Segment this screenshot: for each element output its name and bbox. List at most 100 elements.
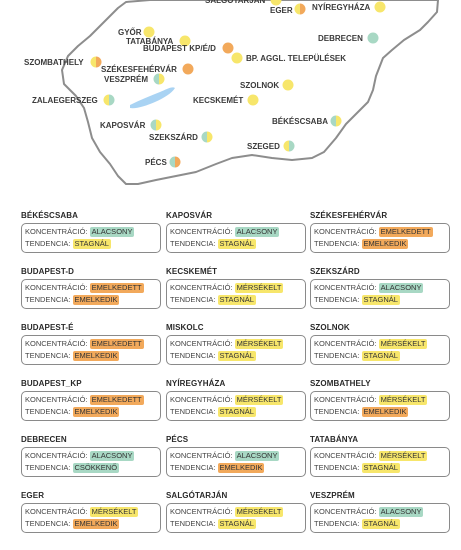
trend-row: TENDENCIA: EMELKEDIK [25, 350, 157, 362]
trend-value-badge: STAGNÁL [217, 519, 256, 529]
map-marker-left-bp-aggl-telepulesek [231, 52, 238, 64]
map-label-gyor: GYŐR [118, 28, 142, 37]
city-name: TATABÁNYA [310, 435, 359, 444]
map-label-budapest-kp-e-d: BUDAPEST KP/É/D [143, 44, 216, 53]
trend-row: TENDENCIA: EMELKEDIK [314, 406, 446, 418]
city-card-veszprem: VESZPRÉM KONCENTRÁCIÓ: ALACSONY TENDENCIA:… [310, 490, 450, 533]
map-marker-left-szeged [283, 140, 289, 152]
map-marker-right-veszprem [159, 73, 165, 85]
city-name: SZEKSZÁRD [310, 267, 360, 276]
lake-balaton [130, 87, 175, 109]
map-marker-left-veszprem [153, 73, 159, 85]
trend-row: TENDENCIA: CSÖKKENŐ [25, 462, 157, 474]
city-status-box: KONCENTRÁCIÓ: EMELKEDETT TENDENCIA: EMELK… [310, 223, 450, 253]
trend-label: TENDENCIA: [170, 463, 218, 472]
city-card-debrecen: DEBRECEN KONCENTRÁCIÓ: ALACSONY TENDENCIA:… [21, 434, 161, 477]
city-card-szombathely: SZOMBATHELY KONCENTRÁCIÓ: MÉRSÉKELT TENDEN… [310, 378, 450, 421]
map-marker-left-salgotarjan [270, 0, 276, 6]
map-label-szekszard: SZEKSZÁRD [149, 133, 198, 142]
concentration-row: KONCENTRÁCIÓ: MÉRSÉKELT [314, 338, 446, 350]
concentration-value-badge: ALACSONY [89, 227, 135, 237]
trend-label: TENDENCIA: [314, 239, 362, 248]
city-card-eger: EGER KONCENTRÁCIÓ: MÉRSÉKELT TENDENCIA: EM… [21, 490, 161, 533]
city-name: DEBRECEN [21, 435, 67, 444]
city-status-box: KONCENTRÁCIÓ: ALACSONY TENDENCIA: STAGNÁL [310, 279, 450, 309]
concentration-label: KONCENTRÁCIÓ: [170, 395, 235, 404]
city-name: BUDAPEST-É [21, 323, 74, 332]
concentration-row: KONCENTRÁCIÓ: MÉRSÉKELT [314, 450, 446, 462]
trend-value-badge: EMELKEDIK [72, 519, 120, 529]
trend-label: TENDENCIA: [170, 351, 218, 360]
trend-row: TENDENCIA: STAGNÁL [170, 294, 302, 306]
concentration-row: KONCENTRÁCIÓ: ALACSONY [170, 450, 302, 462]
city-status-box: KONCENTRÁCIÓ: ALACSONY TENDENCIA: STAGNÁL [21, 223, 161, 253]
concentration-label: KONCENTRÁCIÓ: [25, 283, 90, 292]
city-name: MISKOLC [166, 323, 204, 332]
concentration-row: KONCENTRÁCIÓ: MÉRSÉKELT [170, 338, 302, 350]
map-label-salgotarjan: SALGÓTARJÁN [205, 0, 266, 5]
trend-label: TENDENCIA: [25, 351, 73, 360]
city-status-box: KONCENTRÁCIÓ: ALACSONY TENDENCIA: STAGNÁL [166, 223, 306, 253]
concentration-label: KONCENTRÁCIÓ: [25, 339, 90, 348]
concentration-label: KONCENTRÁCIÓ: [25, 395, 90, 404]
map-marker-right-eger [300, 3, 306, 15]
concentration-label: KONCENTRÁCIÓ: [25, 507, 90, 516]
concentration-value-badge: ALACSONY [234, 227, 280, 237]
trend-value-badge: EMELKEDIK [72, 351, 120, 361]
concentration-row: KONCENTRÁCIÓ: MÉRSÉKELT [314, 394, 446, 406]
trend-label: TENDENCIA: [25, 463, 73, 472]
concentration-label: KONCENTRÁCIÓ: [170, 283, 235, 292]
map-label-bekescsaba: BÉKÉSCSABA [272, 117, 328, 126]
concentration-value-badge: MÉRSÉKELT [89, 507, 139, 517]
city-card-szekesfehervar: SZÉKESFEHÉRVÁR KONCENTRÁCIÓ: EMELKEDETT TE… [310, 210, 450, 253]
concentration-value-badge: MÉRSÉKELT [378, 339, 428, 349]
concentration-row: KONCENTRÁCIÓ: ALACSONY [314, 506, 446, 518]
trend-row: TENDENCIA: STAGNÁL [170, 518, 302, 530]
concentration-label: KONCENTRÁCIÓ: [170, 339, 235, 348]
trend-row: TENDENCIA: STAGNÁL [314, 462, 446, 474]
concentration-value-badge: ALACSONY [378, 507, 424, 517]
city-status-box: KONCENTRÁCIÓ: MÉRSÉKELT TENDENCIA: EMELKE… [310, 391, 450, 421]
city-status-box: KONCENTRÁCIÓ: MÉRSÉKELT TENDENCIA: STAGNÁ… [166, 279, 306, 309]
trend-label: TENDENCIA: [314, 351, 362, 360]
trend-row: TENDENCIA: STAGNÁL [170, 406, 302, 418]
concentration-value-badge: ALACSONY [234, 451, 280, 461]
map-label-bp-aggl-telepulesek: BP. AGGL. TELEPÜLÉSEK [246, 54, 346, 63]
city-name: PÉCS [166, 435, 189, 444]
concentration-label: KONCENTRÁCIÓ: [170, 227, 235, 236]
map-marker-right-bp-aggl-telepulesek [237, 52, 243, 64]
concentration-value-badge: EMELKEDETT [89, 283, 144, 293]
concentration-row: KONCENTRÁCIÓ: EMELKEDETT [25, 282, 157, 294]
map-marker-left-bekescsaba [330, 115, 336, 127]
city-card-szolnok: SZOLNOK KONCENTRÁCIÓ: MÉRSÉKELT TENDENCIA:… [310, 322, 450, 365]
trend-row: TENDENCIA: STAGNÁL [170, 350, 302, 362]
trend-value-badge: STAGNÁL [217, 407, 256, 417]
concentration-row: KONCENTRÁCIÓ: EMELKEDETT [314, 226, 446, 238]
map-marker-left-szombathely [90, 56, 96, 68]
concentration-value-badge: EMELKEDETT [378, 227, 433, 237]
map-marker-left-eger [294, 3, 300, 15]
trend-label: TENDENCIA: [314, 519, 362, 528]
concentration-label: KONCENTRÁCIÓ: [170, 451, 235, 460]
concentration-row: KONCENTRÁCIÓ: MÉRSÉKELT [170, 506, 302, 518]
trend-value-badge: STAGNÁL [217, 351, 256, 361]
map-marker-right-szekszard [207, 131, 213, 143]
trend-label: TENDENCIA: [314, 407, 362, 416]
city-name: EGER [21, 491, 45, 500]
city-status-box: KONCENTRÁCIÓ: EMELKEDETT TENDENCIA: EMELK… [21, 335, 161, 365]
city-name: BÉKÉSCSABA [21, 211, 79, 220]
trend-row: TENDENCIA: STAGNÁL [25, 238, 157, 250]
concentration-label: KONCENTRÁCIÓ: [314, 227, 379, 236]
map-marker-right-kaposvar [156, 119, 162, 131]
trend-value-badge: STAGNÁL [361, 295, 400, 305]
concentration-row: KONCENTRÁCIÓ: ALACSONY [170, 226, 302, 238]
trend-row: TENDENCIA: STAGNÁL [314, 518, 446, 530]
map-label-debrecen: DEBRECEN [318, 34, 363, 43]
trend-label: TENDENCIA: [25, 519, 73, 528]
city-status-box: KONCENTRÁCIÓ: MÉRSÉKELT TENDENCIA: STAGNÁ… [310, 335, 450, 365]
city-name: KECSKEMÉT [166, 267, 218, 276]
concentration-label: KONCENTRÁCIÓ: [314, 395, 379, 404]
concentration-value-badge: EMELKEDETT [89, 395, 144, 405]
concentration-value-badge: ALACSONY [89, 451, 135, 461]
